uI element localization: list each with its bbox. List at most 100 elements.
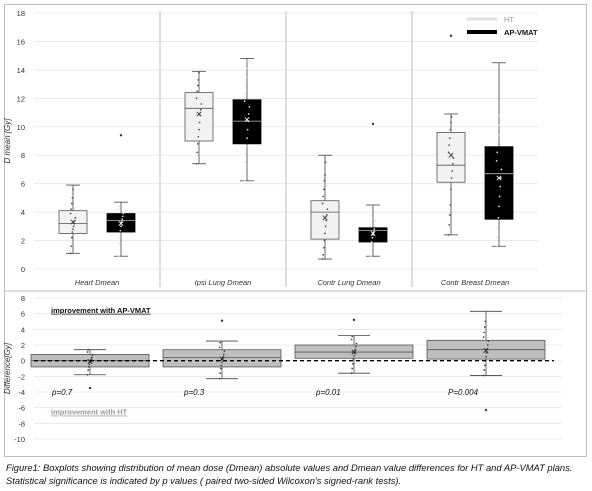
ap-vmat-data-point — [499, 177, 502, 179]
ht-data-point — [322, 188, 325, 191]
ht-data-point — [450, 121, 452, 124]
ap-vmat-box — [484, 146, 514, 220]
difference-data-point — [485, 351, 488, 354]
ht-box — [436, 132, 466, 183]
category-label: Heart Dmean — [75, 278, 120, 287]
ap-vmat-data-point — [247, 113, 250, 115]
ht-data-point — [451, 169, 454, 172]
difference-data-point — [87, 366, 90, 368]
ht-data-point — [323, 179, 326, 182]
ht-mean-marker — [322, 215, 328, 221]
ht-data-point — [322, 246, 325, 249]
difference-data-point — [218, 377, 221, 380]
difference-data-point — [487, 340, 490, 342]
ap-vmat-data-point — [498, 114, 501, 117]
difference-data-point — [483, 326, 486, 328]
top-y-tick-label: 16 — [17, 37, 25, 46]
p-value-label: p=0.01 — [315, 388, 341, 397]
ap-vmat-data-point — [245, 145, 248, 148]
ap-vmat-data-point — [246, 60, 249, 63]
ap-vmat-outlier — [371, 122, 375, 126]
top-y-tick-label: 0 — [21, 265, 25, 274]
top-y-tick-label: 14 — [17, 66, 25, 75]
difference-data-point — [223, 350, 226, 353]
ap-vmat-data-point — [370, 206, 373, 209]
ht-mean-marker — [196, 111, 202, 117]
ap-vmat-data-point — [244, 93, 247, 95]
difference-outlier — [220, 319, 224, 322]
ap-vmat-data-point — [499, 185, 502, 188]
figure-border — [4, 4, 587, 457]
ap-vmat-data-point — [245, 76, 248, 78]
difference-outlier — [484, 408, 488, 412]
top-y-tick-label: 10 — [17, 123, 25, 132]
difference-data-point — [222, 353, 225, 356]
category-label: Ipsi Lung Dmean — [195, 278, 252, 287]
ap-vmat-data-point — [496, 236, 499, 239]
ht-data-point — [74, 216, 77, 219]
difference-data-point — [218, 346, 221, 349]
difference-data-point — [351, 367, 354, 370]
ap-vmat-data-point — [495, 245, 498, 248]
difference-data-point — [486, 344, 489, 346]
top-y-tick-label: 4 — [21, 208, 25, 217]
difference-data-point — [219, 341, 222, 344]
ht-data-point — [197, 78, 200, 81]
difference-data-point — [483, 331, 486, 334]
ht-data-point — [450, 188, 452, 191]
ap-vmat-data-point — [243, 100, 246, 103]
ht-data-point — [325, 214, 328, 216]
ap-vmat-data-point — [122, 212, 125, 215]
ht-mean-marker — [448, 152, 454, 158]
ap-vmat-data-point — [118, 236, 121, 239]
difference-data-point — [91, 354, 94, 357]
ht-data-point — [198, 121, 201, 124]
ht-data-point — [448, 144, 451, 147]
ap-vmat-data-point — [498, 124, 500, 127]
difference-data-point — [485, 355, 487, 358]
difference-data-point — [87, 369, 90, 371]
ht-data-point — [197, 135, 200, 138]
bottom-y-tick-label: 2 — [21, 341, 25, 350]
ap-vmat-mean-marker — [244, 117, 250, 123]
top-y-tick-label: 2 — [21, 237, 25, 246]
ap-vmat-data-point — [117, 208, 120, 211]
legend-label: HT — [504, 15, 514, 24]
ht-data-point — [69, 252, 72, 255]
ht-data-point — [449, 204, 452, 206]
ap-vmat-data-point — [248, 105, 251, 108]
difference-data-point — [87, 348, 90, 351]
ap-vmat-data-point — [370, 241, 373, 243]
bottom-y-tick-label: -8 — [18, 419, 25, 428]
ap-vmat-data-point — [121, 215, 124, 218]
ht-data-point — [321, 202, 324, 205]
annotation-improvement-ap-vmat: improvement with AP-VMAT — [51, 306, 151, 315]
ht-data-point — [324, 225, 327, 228]
top-y-axis-label: D mean [Gy] — [3, 118, 12, 164]
top-y-tick-label: 8 — [21, 151, 25, 160]
ht-data-point — [70, 208, 73, 211]
difference-data-point — [483, 364, 486, 367]
ap-vmat-data-point — [373, 225, 376, 228]
ht-data-point — [447, 233, 450, 236]
difference-box — [162, 349, 282, 368]
ht-data-point — [451, 162, 454, 165]
ht-data-point — [69, 212, 72, 215]
difference-data-point — [219, 367, 222, 370]
ht-data-point — [198, 128, 200, 131]
top-y-tick-label: 12 — [17, 94, 25, 103]
ht-data-point — [450, 177, 453, 179]
ap-vmat-mean-marker — [118, 220, 124, 227]
difference-outlier — [88, 386, 92, 390]
ap-vmat-data-point — [371, 236, 374, 239]
ap-vmat-data-point — [373, 228, 376, 231]
top-y-tick-label: 18 — [17, 9, 25, 18]
ht-data-point — [324, 174, 326, 177]
ht-data-point — [70, 245, 73, 248]
figure-caption: Figure1: Boxplots showing distribution o… — [6, 462, 573, 486]
ap-vmat-data-point — [119, 229, 122, 232]
difference-data-point — [88, 363, 91, 366]
ht-data-point — [196, 142, 199, 145]
ap-vmat-data-point — [496, 151, 499, 154]
ap-vmat-data-point — [374, 219, 377, 222]
